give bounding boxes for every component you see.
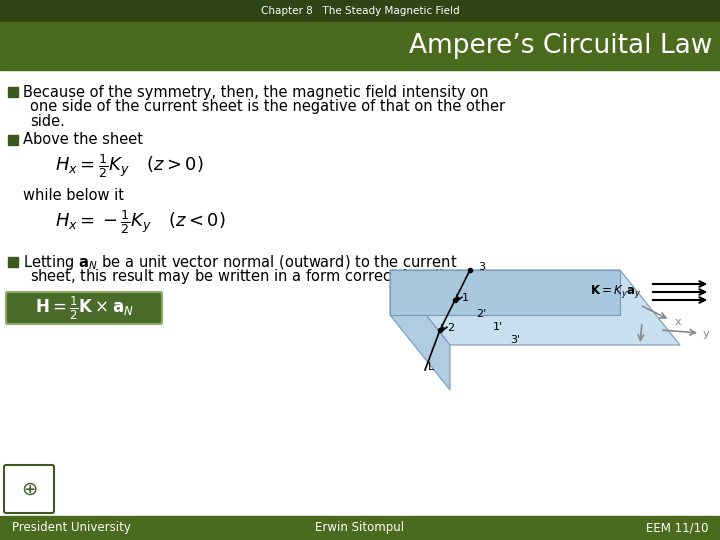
Text: side.: side. xyxy=(30,114,65,130)
Polygon shape xyxy=(390,270,680,345)
Text: $H_x = \frac{1}{2}K_y \quad (z>0)$: $H_x = \frac{1}{2}K_y \quad (z>0)$ xyxy=(55,152,204,180)
Text: y: y xyxy=(703,329,710,339)
Text: EEM 11/10: EEM 11/10 xyxy=(646,522,708,535)
Bar xyxy=(0,516,720,540)
Text: sheet, this result may be written in a form correct for all $z$ as: sheet, this result may be written in a f… xyxy=(30,267,477,287)
Text: 1: 1 xyxy=(462,293,469,303)
Polygon shape xyxy=(390,270,620,315)
FancyBboxPatch shape xyxy=(4,465,54,513)
Text: 3: 3 xyxy=(478,262,485,272)
Text: $\mathbf{H} = \frac{1}{2}\mathbf{K} \times \mathbf{a}_{N}$: $\mathbf{H} = \frac{1}{2}\mathbf{K} \tim… xyxy=(35,294,133,322)
Bar xyxy=(0,0,720,22)
Text: x: x xyxy=(675,317,682,327)
Text: one side of the current sheet is the negative of that on the other: one side of the current sheet is the neg… xyxy=(30,99,505,114)
Bar xyxy=(8,257,18,267)
Text: Ampere’s Circuital Law: Ampere’s Circuital Law xyxy=(409,33,712,59)
Bar xyxy=(0,22,720,70)
Bar xyxy=(8,87,18,97)
Bar xyxy=(8,135,18,145)
Text: Chapter 8   The Steady Magnetic Field: Chapter 8 The Steady Magnetic Field xyxy=(261,6,459,16)
Text: 2': 2' xyxy=(476,309,486,319)
Text: Above the sheet: Above the sheet xyxy=(23,132,143,147)
FancyBboxPatch shape xyxy=(6,292,162,324)
Text: ⊕: ⊕ xyxy=(21,480,37,498)
Text: President University: President University xyxy=(12,522,131,535)
Text: while below it: while below it xyxy=(23,188,124,204)
Text: Letting $\mathbf{a}_{N}$ be a unit vector normal (outward) to the current: Letting $\mathbf{a}_{N}$ be a unit vecto… xyxy=(23,253,458,272)
Text: 2: 2 xyxy=(447,323,454,333)
Text: L: L xyxy=(428,362,434,372)
Text: 1': 1' xyxy=(493,322,503,332)
Polygon shape xyxy=(390,270,450,390)
Text: Because of the symmetry, then, the magnetic field intensity on: Because of the symmetry, then, the magne… xyxy=(23,84,488,99)
Text: $\mathbf{K} = K_y \mathbf{a}_y$: $\mathbf{K} = K_y \mathbf{a}_y$ xyxy=(590,284,642,300)
Text: $H_x = -\frac{1}{2}K_y \quad (z<0)$: $H_x = -\frac{1}{2}K_y \quad (z<0)$ xyxy=(55,208,226,236)
Text: 3': 3' xyxy=(510,335,520,345)
Text: Erwin Sitompul: Erwin Sitompul xyxy=(315,522,405,535)
